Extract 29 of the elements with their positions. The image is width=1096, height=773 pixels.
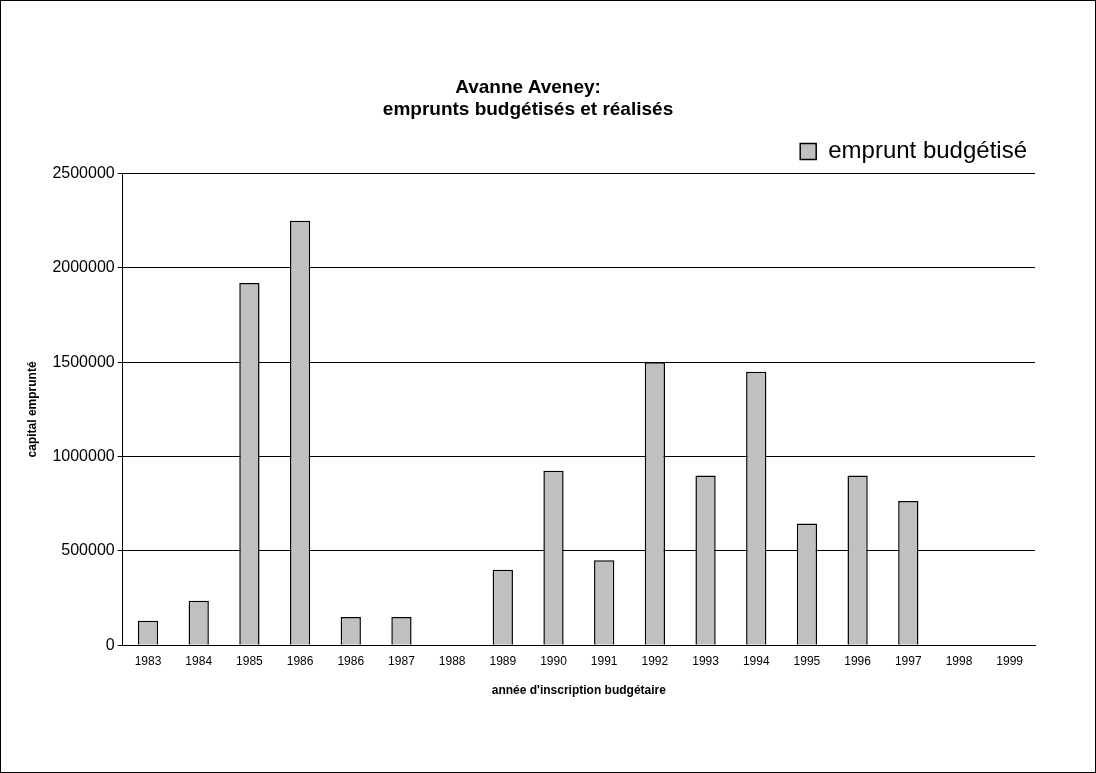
x-tick-label: 1993 <box>692 653 720 668</box>
x-tick-label: 1984 <box>185 653 213 668</box>
y-tick-label: 1500000 <box>52 352 115 370</box>
y-tick-label: 0 <box>105 635 115 653</box>
y-tick-label: 2500000 <box>52 164 115 182</box>
x-tick-label: 1996 <box>844 653 872 668</box>
text: emprunts budgétisés et réalisés <box>382 98 674 120</box>
x-tick-label: 1999 <box>996 653 1024 668</box>
x-tick-label: 1994 <box>742 653 770 668</box>
y-tick-label: 1000000 <box>52 446 115 464</box>
x-tick-label: 1991 <box>590 653 618 668</box>
x-tick-label: 1995 <box>793 653 821 668</box>
x-tick-label: 1983 <box>134 653 162 668</box>
x-axis-title: année d'inscription budgétaire <box>491 683 667 698</box>
legend-label: emprunt budgétisé <box>828 136 1027 164</box>
x-tick-label: 1987 <box>388 653 416 668</box>
x-tick-label: 1998 <box>945 653 973 668</box>
y-tick-label: 500000 <box>61 541 115 559</box>
x-tick-label: 1997 <box>894 653 922 668</box>
x-tick-label: 1986 <box>286 653 314 668</box>
x-tick-label: 1985 <box>236 653 264 668</box>
x-tick-label: 1992 <box>641 653 669 668</box>
y-axis-title: capital emprunté <box>24 361 39 458</box>
text: Avanne Aveney: <box>455 75 601 97</box>
x-tick-label: 1988 <box>438 653 466 668</box>
x-tick-label: 1989 <box>489 653 517 668</box>
x-tick-label: 1990 <box>540 653 568 668</box>
x-tick-label: 1986 <box>337 653 365 668</box>
y-tick-label: 2000000 <box>52 258 115 276</box>
